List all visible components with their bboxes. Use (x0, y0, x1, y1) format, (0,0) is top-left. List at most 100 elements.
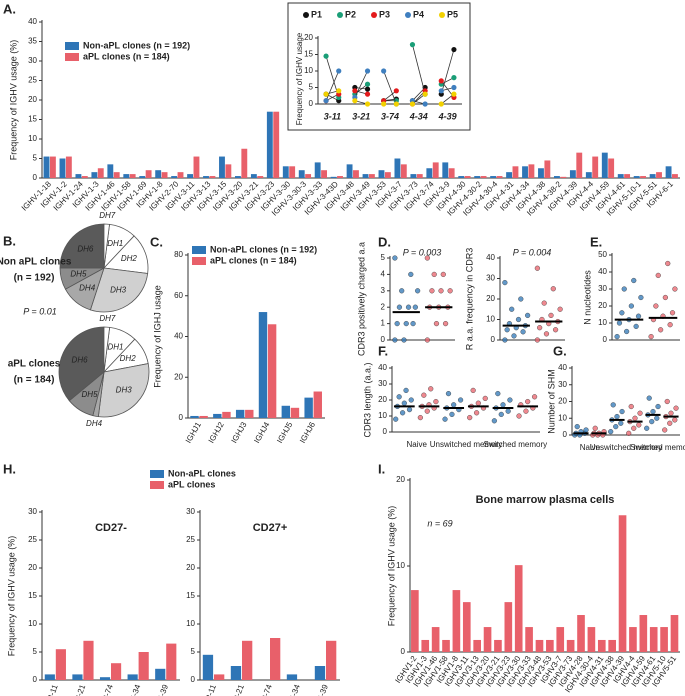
point (654, 415, 660, 421)
slice-label: DH2 (121, 254, 138, 263)
bar (353, 170, 359, 178)
y-tick-label: 20 (174, 372, 183, 381)
bar (512, 166, 519, 178)
bar (458, 176, 465, 178)
annotation: n = 69 (427, 518, 452, 528)
y-tick-label: 25 (28, 76, 37, 85)
y-axis-label: N nucleotides (582, 270, 592, 325)
slice-label: DH5 (82, 390, 99, 399)
point (467, 415, 473, 421)
point (541, 300, 547, 306)
bar (166, 643, 177, 680)
bar (282, 166, 289, 178)
bar (608, 639, 616, 652)
bar (421, 639, 430, 652)
point (525, 399, 531, 405)
bar (504, 602, 513, 652)
point (534, 265, 540, 271)
point (628, 303, 634, 309)
point (470, 387, 476, 394)
legend-label: P1 (311, 9, 322, 19)
bar (241, 148, 248, 178)
point (396, 304, 403, 310)
point (323, 91, 329, 97)
point (515, 316, 522, 323)
bar (490, 176, 497, 178)
point (665, 260, 671, 267)
point (550, 286, 556, 292)
bar (442, 639, 450, 652)
point (574, 424, 580, 430)
y-tick-label: 0 (401, 647, 406, 656)
point (491, 418, 497, 424)
y-tick-label: 5 (309, 83, 314, 92)
y-tick-label: 20 (558, 397, 567, 406)
y-tick-label: 10 (28, 134, 37, 143)
point (614, 334, 620, 340)
pair-line (412, 93, 426, 105)
y-tick-label: 10 (186, 619, 195, 628)
bar (665, 166, 672, 178)
bar (222, 411, 231, 418)
bar (313, 391, 322, 418)
point (415, 288, 421, 294)
slice-label: DH3 (116, 386, 133, 395)
point (451, 402, 457, 408)
bar (83, 640, 94, 680)
point (393, 416, 399, 422)
point (662, 294, 668, 301)
y-tick-label: 30 (186, 507, 195, 516)
legend-swatch (192, 246, 206, 254)
slice-label: DH6 (72, 356, 89, 365)
bar (400, 164, 407, 178)
legend-dot (371, 12, 377, 18)
point (664, 398, 670, 405)
point (523, 408, 529, 414)
bar (597, 639, 606, 652)
point (440, 271, 446, 278)
y-tick-label: 10 (304, 66, 313, 75)
x-tick-label: IGHJ3 (230, 420, 249, 445)
pair-line (354, 70, 368, 98)
point (613, 424, 619, 430)
bar (193, 156, 200, 178)
y-tick-label: 20 (28, 563, 37, 572)
point (451, 84, 457, 91)
bar (213, 413, 222, 418)
chart-title: CD27- (95, 522, 127, 534)
x-tick-label: IGHV4-34 (281, 683, 302, 696)
y-tick-label: 5 (191, 647, 196, 656)
legend-label: P4 (413, 9, 424, 19)
bar (107, 164, 114, 178)
point (429, 288, 435, 294)
legend-swatch (150, 481, 164, 489)
point (400, 410, 406, 416)
point (405, 304, 412, 310)
point (616, 320, 623, 326)
point (336, 88, 342, 94)
y-tick-label: 3 (381, 286, 386, 295)
bar (234, 176, 241, 178)
bar (225, 164, 232, 178)
point (653, 303, 659, 309)
point (438, 288, 444, 294)
point (396, 394, 402, 400)
y-tick-label: 10 (486, 315, 495, 324)
point (658, 327, 664, 333)
bar (566, 639, 575, 652)
bar (670, 615, 679, 652)
annotation: P = 0.004 (513, 247, 551, 257)
bar (569, 170, 576, 178)
point (608, 429, 614, 435)
point (408, 271, 414, 278)
bar (656, 172, 662, 178)
x-tick-label: Unswitched memory (430, 440, 502, 449)
point (364, 86, 371, 92)
bar (99, 677, 111, 680)
point (495, 391, 501, 397)
point (500, 402, 506, 408)
pie-sublabel: (n = 192) (14, 273, 55, 284)
bar (618, 515, 627, 652)
y-tick-label: 30 (378, 379, 387, 388)
y-tick-label: 20 (486, 294, 495, 303)
